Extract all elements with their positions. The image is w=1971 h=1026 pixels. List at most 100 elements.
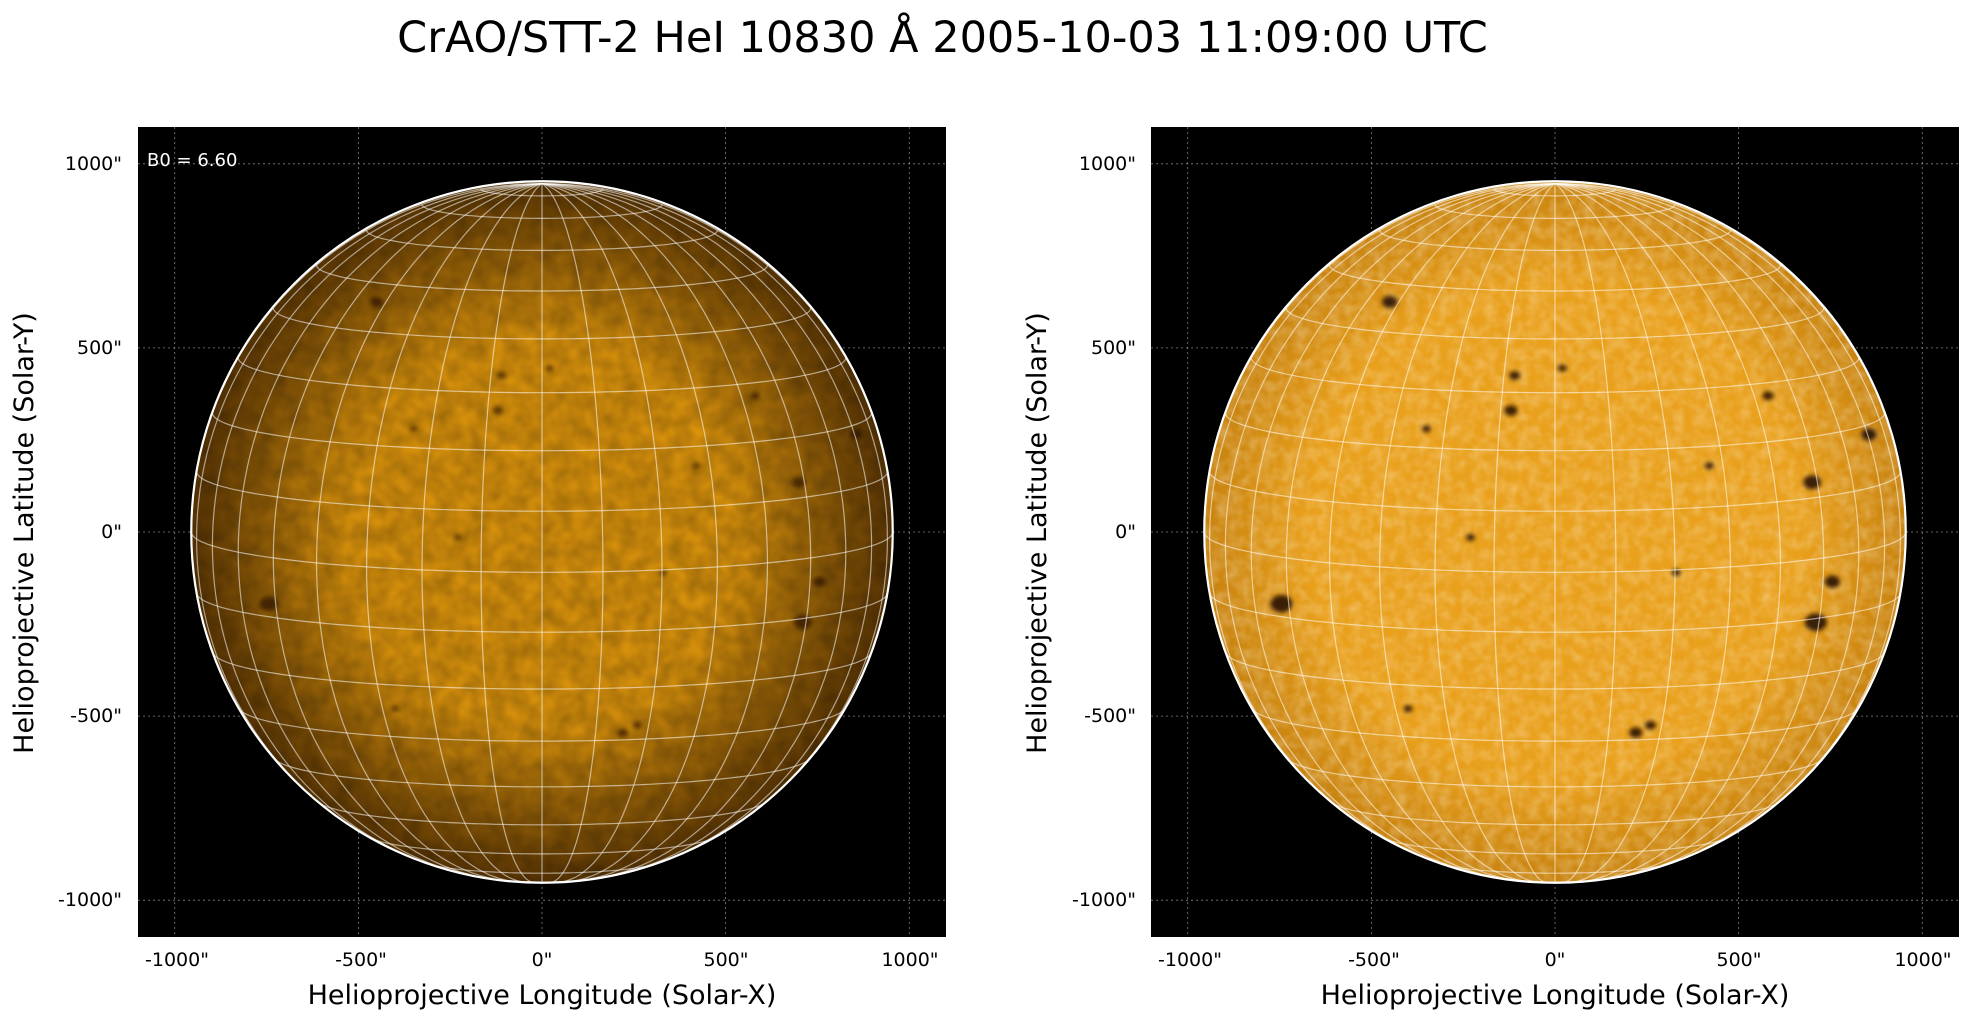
right-x-tick: -1000" [1158, 949, 1222, 971]
left-y-tick: -500" [70, 705, 122, 727]
dark-feature [370, 296, 384, 307]
solar-limb [190, 180, 894, 884]
right-solar-disk-image [1151, 127, 1959, 937]
longitude-line [541, 183, 663, 883]
longitude-line [1554, 183, 1617, 883]
right-y-tick: 1000" [1078, 153, 1136, 175]
right-y-tick: -1000" [1072, 889, 1136, 911]
longitude-line [1378, 183, 1556, 883]
left-x-tick: -1000" [145, 949, 209, 971]
dark-feature [1671, 568, 1681, 577]
left-y-tick: 1000" [64, 153, 122, 175]
longitude-line [541, 183, 812, 879]
dark-feature [1861, 428, 1877, 441]
right-y-tick: 0" [1115, 521, 1136, 543]
left-x-tick: -500" [335, 949, 387, 971]
dark-feature [1403, 705, 1413, 713]
dark-feature [692, 462, 700, 469]
longitude-line [1554, 183, 1825, 879]
longitude-line [1224, 183, 1556, 865]
dark-feature [1644, 720, 1656, 730]
right-y-axis-label: Helioprojective Latitude (Solar-Y) [1022, 312, 1053, 754]
right-x-axis-label: Helioprojective Longitude (Solar-X) [1320, 980, 1790, 1011]
left-x-tick: 500" [703, 949, 749, 971]
b0-annotation: B0 = 6.60 [147, 150, 238, 171]
dark-feature [1422, 425, 1431, 433]
longitude-line [272, 183, 543, 879]
longitude-line [1554, 183, 1676, 883]
dark-feature [849, 429, 863, 440]
solar-limb [1203, 180, 1907, 884]
left-plot-area: B0 = 6.60 [138, 127, 946, 937]
dark-feature [391, 705, 399, 712]
dark-feature [1762, 391, 1774, 401]
longitude-line [1554, 183, 1902, 826]
longitude-line [1328, 183, 1556, 882]
dark-features [1270, 295, 1877, 738]
right-x-tick: 0" [1544, 949, 1566, 971]
longitude-line [541, 183, 769, 882]
left-x-tick: 0" [531, 949, 553, 971]
longitude-line [541, 183, 873, 865]
longitude-line [541, 183, 889, 826]
dark-features [259, 296, 863, 737]
longitude-line [541, 183, 604, 883]
left-y-tick: 0" [101, 521, 122, 543]
longitude-line [541, 183, 847, 876]
right-y-tick: -500" [1084, 705, 1136, 727]
longitude-line [1554, 183, 1886, 865]
dark-feature [492, 406, 504, 415]
dark-feature [1629, 727, 1643, 738]
right-x-tick: -500" [1348, 949, 1400, 971]
dark-feature [617, 728, 629, 737]
dark-feature [1704, 462, 1714, 470]
dark-feature [1804, 613, 1827, 632]
dark-feature [1270, 594, 1293, 613]
longitude-line [480, 183, 543, 883]
dark-feature [259, 596, 278, 611]
dark-feature [409, 426, 418, 432]
dark-feature [632, 721, 642, 729]
right-y-tick: 500" [1090, 337, 1136, 359]
dark-feature [791, 476, 807, 489]
dark-feature [453, 534, 462, 541]
longitude-line [1434, 183, 1556, 883]
dark-feature [750, 392, 760, 400]
longitude-line [1554, 183, 1732, 883]
longitude-line [1554, 183, 1782, 882]
dark-feature [545, 365, 553, 372]
left-y-tick: 500" [76, 337, 122, 359]
dark-feature [812, 576, 826, 587]
left-solar-disk-image [138, 127, 946, 937]
left-x-tick: 1000" [881, 949, 939, 971]
dark-feature [1466, 534, 1475, 542]
longitude-line [237, 183, 543, 876]
right-plot-area [1151, 127, 1959, 937]
longitude-line [1250, 183, 1556, 876]
dark-feature [1382, 295, 1398, 309]
dark-feature [1509, 371, 1521, 380]
longitude-line [315, 183, 543, 882]
dark-feature [1824, 575, 1840, 588]
heliographic-grid [191, 183, 893, 883]
longitude-line [1554, 183, 1860, 876]
left-x-axis-label: Helioprojective Longitude (Solar-X) [307, 980, 777, 1011]
dark-feature [1557, 364, 1567, 372]
right-x-tick: 500" [1716, 949, 1762, 971]
longitude-line [1493, 183, 1556, 883]
longitude-line [1285, 183, 1556, 879]
figure-title: CrAO/STT-2 HeI 10830 Å 2005-10-03 11:09:… [397, 13, 1488, 63]
longitude-line [211, 183, 543, 865]
dark-feature [497, 371, 507, 380]
longitude-line [365, 183, 543, 883]
longitude-line [1208, 183, 1556, 826]
longitude-line [421, 183, 543, 883]
left-y-tick: -1000" [58, 889, 122, 911]
dark-feature [1504, 405, 1518, 416]
heliographic-grid [1204, 183, 1906, 883]
right-x-tick: 1000" [1894, 949, 1952, 971]
longitude-line [541, 183, 719, 883]
longitude-line [195, 183, 543, 826]
